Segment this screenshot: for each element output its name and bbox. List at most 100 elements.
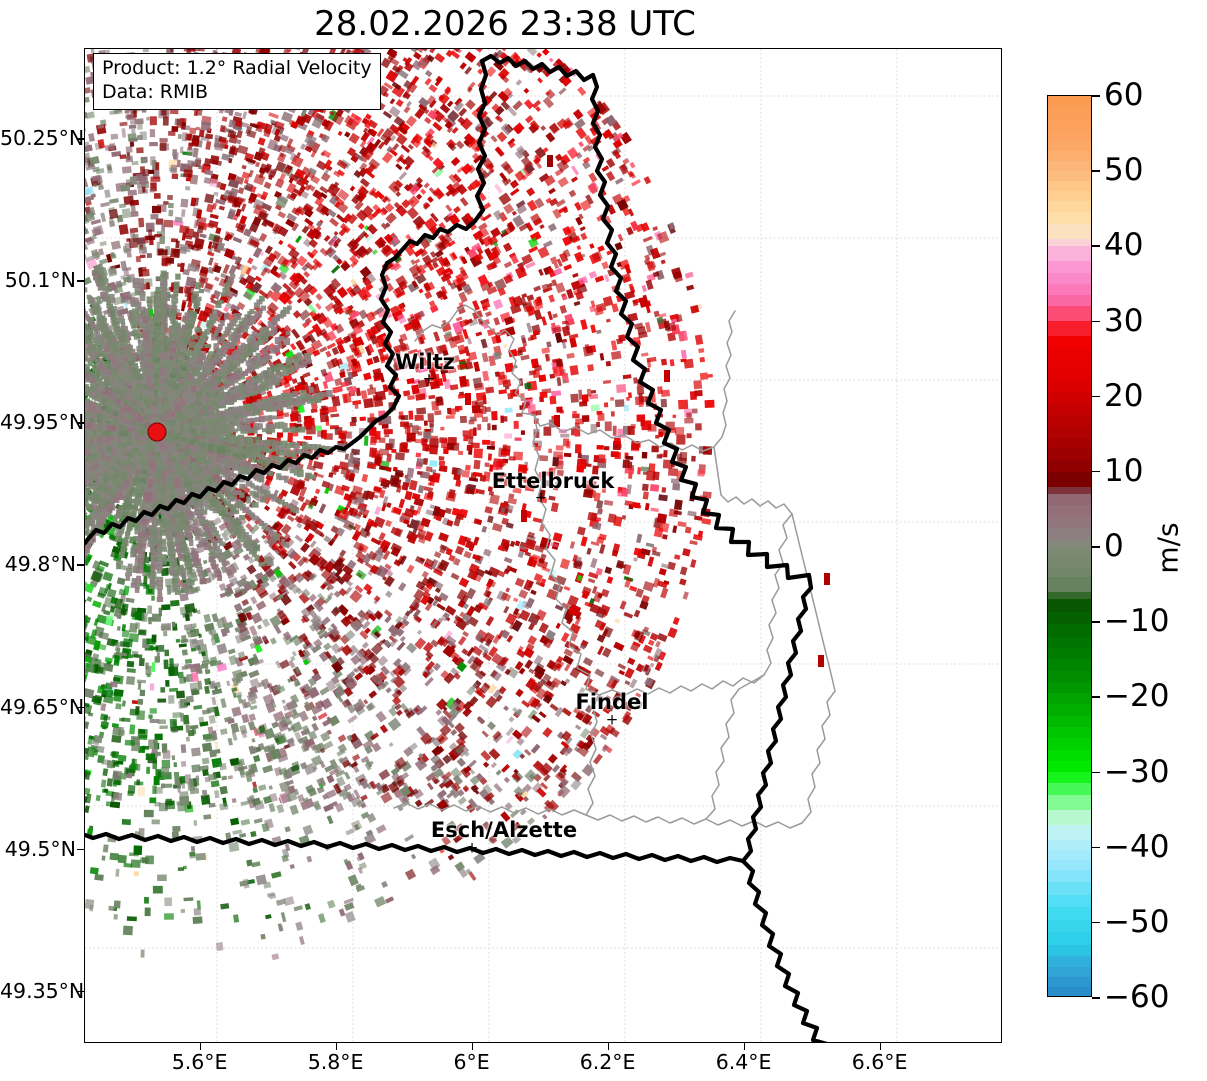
colorbar-segment (1048, 141, 1091, 152)
colorbar-segment (1048, 321, 1091, 337)
city-marker-plus-icon: + (422, 369, 436, 388)
colorbar-tick-mark (1092, 170, 1100, 172)
colorbar-tick-mark (1092, 771, 1100, 774)
national-borders (85, 53, 828, 1042)
latitude-tick-mark (77, 280, 84, 282)
colorbar-tick-mark (1092, 696, 1100, 698)
colorbar-segment (1048, 118, 1091, 130)
radar-map-axes[interactable]: Product: 1.2° Radial Velocity Data: RMIB… (84, 48, 1002, 1043)
colorbar-segment (1048, 336, 1091, 348)
colorbar-segment (1048, 809, 1091, 825)
colorbar-segment (1048, 726, 1091, 739)
colorbar-segment (1048, 599, 1091, 612)
colorbar-segment (1048, 749, 1091, 761)
colorbar-segment (1048, 611, 1091, 625)
colorbar-segment (1048, 129, 1091, 142)
colorbar-tick-label: −40 (1104, 828, 1170, 865)
city-marker-plus-icon: + (605, 710, 619, 729)
colorbar-segment (1048, 151, 1091, 162)
colorbar-segment (1048, 370, 1091, 382)
colorbar-segment (1048, 967, 1091, 978)
colorbar-segment (1048, 223, 1091, 239)
colorbar-tick-label: −10 (1104, 603, 1170, 640)
radar-site-marker[interactable] (147, 422, 167, 442)
colorbar-segment (1048, 381, 1091, 393)
colorbar-segment (1048, 272, 1091, 284)
colorbar-segment (1048, 392, 1091, 404)
colorbar-segment (1048, 566, 1091, 577)
colorbar-segment (1048, 894, 1091, 908)
colorbar-segment (1048, 107, 1091, 119)
colorbar-segment (1048, 486, 1091, 495)
colorbar-segment (1048, 516, 1091, 528)
colorbar-segment (1048, 783, 1091, 795)
colorbar-segment (1048, 636, 1091, 649)
colorbar-segment (1048, 212, 1091, 224)
latitude-tick-label: 49.8°N (4, 552, 76, 577)
longitude-tick-mark (607, 1043, 610, 1050)
page-title: 28.02.2026 23:38 UTC (314, 4, 696, 44)
colorbar-segment (1048, 648, 1091, 660)
colorbar-segment (1048, 624, 1091, 637)
colorbar-segment (1048, 859, 1091, 870)
colorbar-segment (1048, 201, 1091, 213)
colorbar-segment (1048, 824, 1091, 840)
colorbar-segment (1048, 437, 1091, 450)
colorbar-segment (1048, 556, 1091, 567)
colorbar-segment (1048, 527, 1091, 540)
colorbar-tick-mark (1092, 546, 1100, 548)
colorbar-segment (1048, 977, 1091, 988)
latitude-tick-mark (77, 990, 84, 993)
colorbar-segment (1048, 944, 1091, 957)
colorbar-tick-label: 30 (1104, 302, 1144, 339)
colorbar-tick-mark (1092, 320, 1100, 323)
colorbar-tick-label: −50 (1104, 903, 1170, 940)
colorbar-segment (1048, 181, 1091, 192)
colorbar-segment (1048, 591, 1091, 600)
latitude-tick-label: 49.95°N (0, 410, 85, 435)
latitude-tick-label: 50.25°N (0, 126, 85, 151)
colorbar-segment (1048, 96, 1091, 108)
colorbar-segment (1048, 494, 1091, 506)
legend-data-line: Data: RMIB (102, 80, 209, 103)
colorbar-segment (1048, 426, 1091, 438)
colorbar-segment (1048, 471, 1091, 487)
colorbar-segment (1048, 295, 1091, 307)
colorbar-tick-label: −20 (1104, 678, 1170, 715)
city-label: Findel (575, 690, 649, 714)
longitude-tick-mark (743, 1043, 746, 1050)
colorbar-tick-label: 40 (1104, 227, 1144, 264)
latitude-tick-label: 49.5°N (4, 836, 76, 861)
city-label: Wiltz (395, 350, 455, 374)
colorbar-unit-label: m/s (1151, 522, 1185, 574)
latitude-tick-mark (77, 848, 84, 851)
latitude-tick-mark (77, 422, 84, 424)
product-info-legend: Product: 1.2° Radial Velocity Data: RMIB (93, 53, 381, 110)
colorbar-segment (1048, 882, 1091, 895)
colorbar-segment (1048, 358, 1091, 371)
colorbar-segment (1048, 919, 1091, 933)
colorbar-segment (1048, 956, 1091, 968)
colorbar-tick-label: −60 (1104, 979, 1170, 1015)
colorbar-segment (1048, 403, 1091, 416)
colorbar-segment (1048, 715, 1091, 727)
colorbar-tick-label: 50 (1104, 152, 1144, 189)
colorbar-segment (1048, 539, 1091, 547)
colorbar-tick-mark (1092, 997, 1100, 999)
latitude-tick-label: 50.1°N (4, 268, 76, 293)
latitude-tick-label: 49.35°N (0, 978, 85, 1003)
longitude-tick-mark (879, 1043, 882, 1050)
city-label: Esch/Alzette (430, 818, 578, 842)
latitude-tick-label: 49.65°N (0, 694, 85, 719)
colorbar-segment (1048, 932, 1091, 945)
velocity-colorbar[interactable] (1047, 95, 1092, 997)
gridlines (85, 49, 1001, 1042)
colorbar-segment (1048, 760, 1091, 773)
colorbar-tick-mark (1092, 245, 1100, 247)
colorbar-segment (1048, 576, 1091, 592)
colorbar-segment (1048, 670, 1091, 682)
city-marker-plus-icon: + (534, 488, 548, 507)
colorbar-segment (1048, 869, 1091, 883)
colorbar-tick-mark (1092, 621, 1100, 623)
colorbar-segment (1048, 849, 1091, 860)
